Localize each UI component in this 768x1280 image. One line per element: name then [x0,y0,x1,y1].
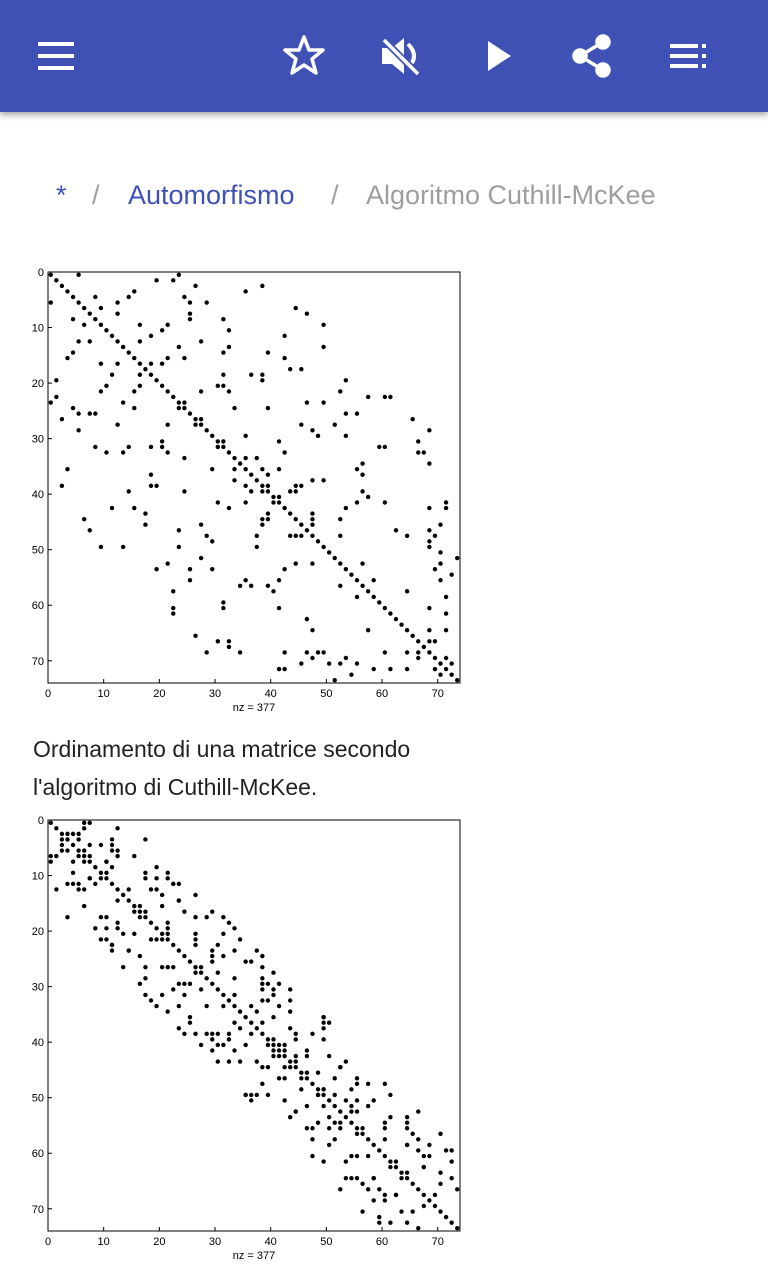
x-tick-label: 20 [153,1236,165,1248]
app-bar [0,0,768,112]
app-bar-icons [38,34,706,78]
sparsity-pattern [48,820,460,1231]
x-tick-label: 30 [209,688,221,700]
x-tick-label: 70 [432,1236,444,1248]
x-axis-label: nz = 377 [233,702,276,714]
x-axis-label: nz = 377 [233,1250,276,1262]
x-tick-label: 0 [45,1236,51,1248]
x-tick-label: 60 [376,688,388,700]
spy-plot: 0 10 20 30 40 50 60 70 0 10 20 30 40 50 60 70 nz = 377 [32,267,461,714]
crumb-separator: / [92,180,100,210]
y-tick-label: 50 [32,1093,44,1105]
menu-icon[interactable] [38,42,74,70]
x-tick-label: 0 [45,688,51,700]
x-tick-label: 10 [98,1236,110,1248]
y-tick-label: 10 [32,323,44,335]
y-tick-label: 40 [32,489,44,501]
y-tick-label: 30 [32,982,44,994]
mute-icon[interactable] [381,37,421,77]
y-tick-label: 70 [32,656,44,668]
x-tick-label: 60 [376,1236,388,1248]
star-icon[interactable] [283,35,325,75]
sparsity-pattern [48,272,460,683]
y-tick-label: 70 [32,1204,44,1216]
crumb-current: Algoritmo Cuthill-McKee [366,180,656,210]
x-tick-label: 30 [209,1236,221,1248]
crumb-link[interactable]: * [56,180,67,210]
caption: Ordinamento di una matrice secondo l'alg… [33,736,411,800]
y-tick-label: 60 [32,600,44,612]
y-tick-label: 30 [32,434,44,446]
plot-frame [47,819,461,1232]
y-tick-label: 0 [38,815,44,827]
y-tick-label: 20 [32,378,44,390]
list-icon[interactable] [670,44,706,68]
share-icon[interactable] [572,34,611,78]
y-tick-label: 40 [32,1037,44,1049]
plot-frame [47,271,461,684]
x-tick-label: 70 [432,688,444,700]
crumb-separator: / [331,180,339,210]
y-tick-label: 0 [38,267,44,279]
x-tick-label: 40 [265,1236,277,1248]
x-tick-label: 50 [320,688,332,700]
play-icon[interactable] [488,41,511,71]
x-tick-label: 10 [98,688,110,700]
y-tick-label: 20 [32,926,44,938]
spy-plot: 0 10 20 30 40 50 60 70 0 10 20 30 40 50 60 70 nz = 377 [32,815,461,1262]
y-tick-label: 10 [32,871,44,883]
y-tick-label: 60 [32,1148,44,1160]
x-tick-label: 20 [153,688,165,700]
x-tick-label: 40 [265,688,277,700]
y-tick-label: 50 [32,545,44,557]
x-tick-label: 50 [320,1236,332,1248]
crumb-link[interactable]: Automorfismo [128,180,295,210]
